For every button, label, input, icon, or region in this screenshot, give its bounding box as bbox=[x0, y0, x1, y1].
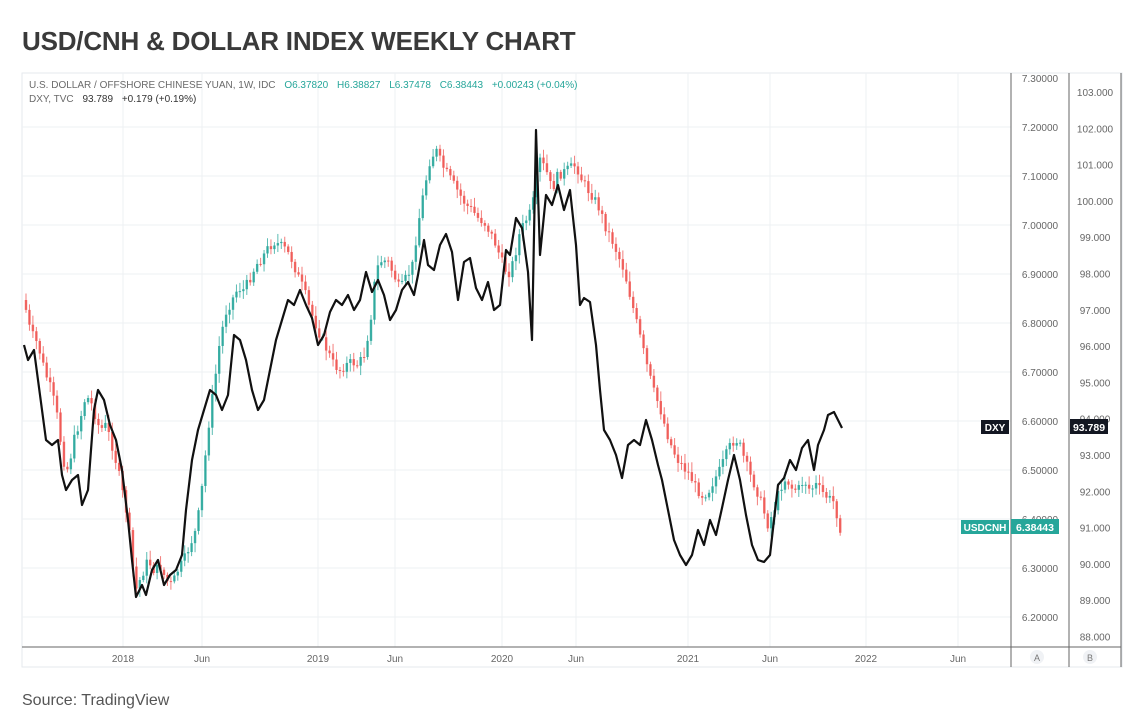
axis-a-tick: 6.60000 bbox=[1022, 417, 1059, 428]
legend-dxy-value: 93.789 bbox=[82, 94, 114, 105]
axis-b-tick: 93.000 bbox=[1080, 451, 1111, 462]
axis-b-tick: 92.000 bbox=[1080, 487, 1111, 498]
axis-a-tick: 7.30000 bbox=[1022, 74, 1059, 85]
axis-a-tick: 6.90000 bbox=[1022, 270, 1059, 281]
axis-b-tick: 99.000 bbox=[1080, 233, 1111, 244]
time-axis-tick: 2019 bbox=[307, 654, 330, 665]
time-axis-tick: 2018 bbox=[112, 654, 135, 665]
axis-a-tick: 7.00000 bbox=[1022, 221, 1059, 232]
axis-b-tick: 100.000 bbox=[1077, 197, 1114, 208]
time-axis-tick: Jun bbox=[568, 654, 584, 665]
price-axis-a[interactable]: 7.30000 7.20000 7.10000 7.00000 6.90000 6.800… bbox=[1022, 74, 1059, 624]
chart-legend: U.S. DOLLAR / OFFSHORE CHINESE YUAN, 1W,… bbox=[29, 79, 577, 107]
legend-usdcnh-high: H6.38827 bbox=[337, 80, 381, 91]
chart-frame bbox=[21, 72, 1123, 668]
legend-usdcnh-change: +0.00243 (+0.04%) bbox=[491, 80, 578, 91]
time-axis-tick: Jun bbox=[950, 654, 966, 665]
time-axis-tick: 2021 bbox=[677, 654, 700, 665]
axis-b-tick: 90.000 bbox=[1080, 560, 1111, 571]
dxy-line bbox=[22, 128, 843, 599]
axis-b-tick: 101.000 bbox=[1077, 161, 1114, 172]
axis-b-tick: 89.000 bbox=[1080, 596, 1111, 607]
dxy-price-text: 93.789 bbox=[1073, 422, 1105, 434]
time-axis-tick: Jun bbox=[762, 654, 778, 665]
legend-usdcnh-open: O6.37820 bbox=[284, 80, 329, 91]
legend-dxy: DXY, TVC 93.789 +0.179 (+0.19%) bbox=[29, 93, 577, 107]
scale-a-label: A bbox=[1034, 653, 1040, 663]
usdcnh-label-tag: USDCNH bbox=[961, 520, 1009, 534]
axis-a-tick: 7.20000 bbox=[1022, 123, 1059, 134]
axis-a-tick: 6.80000 bbox=[1022, 319, 1059, 330]
axis-a-tick: 6.20000 bbox=[1022, 613, 1059, 624]
legend-usdcnh: U.S. DOLLAR / OFFSHORE CHINESE YUAN, 1W,… bbox=[29, 79, 577, 93]
axis-b-tick: 91.000 bbox=[1080, 524, 1111, 535]
axis-b-tick: 103.000 bbox=[1077, 88, 1114, 99]
dxy-price-tag: 93.789 bbox=[1070, 419, 1108, 434]
scale-a-button[interactable]: A bbox=[1030, 650, 1044, 664]
usdcnh-price-text: 6.38443 bbox=[1016, 522, 1054, 534]
legend-usdcnh-name: U.S. DOLLAR / OFFSHORE CHINESE YUAN, 1W,… bbox=[29, 80, 276, 91]
axis-a-tick: 6.70000 bbox=[1022, 368, 1059, 379]
axis-a-tick: 7.10000 bbox=[1022, 172, 1059, 183]
axis-b-tick: 97.000 bbox=[1080, 306, 1111, 317]
time-axis-tick: 2022 bbox=[855, 654, 878, 665]
dxy-tag-text: DXY bbox=[985, 423, 1006, 434]
scale-b-button[interactable]: B bbox=[1083, 650, 1097, 664]
time-axis-tick: Jun bbox=[194, 654, 210, 665]
legend-usdcnh-close: C6.38443 bbox=[439, 80, 484, 91]
legend-dxy-name: DXY, TVC bbox=[29, 94, 74, 105]
scale-b-label: B bbox=[1087, 653, 1093, 663]
legend-dxy-change: +0.179 (+0.19%) bbox=[121, 94, 197, 105]
chart-title: USD/CNH & DOLLAR INDEX WEEKLY CHART bbox=[22, 26, 576, 56]
axis-b-tick: 95.000 bbox=[1080, 378, 1111, 389]
usdcnh-tag-text: USDCNH bbox=[964, 523, 1007, 534]
axis-b-tick: 96.000 bbox=[1080, 342, 1111, 353]
axis-b-tick: 88.000 bbox=[1080, 633, 1111, 644]
price-axis-b[interactable]: 103.000 102.000 101.000 100.000 99.000 98.000… bbox=[1077, 88, 1114, 644]
legend-usdcnh-low: L6.37478 bbox=[389, 80, 431, 91]
time-axis[interactable]: 2018 Jun 2019 Jun 2020 Jun 2021 Jun 2022 Jun bbox=[112, 654, 966, 665]
axis-b-tick: 98.000 bbox=[1080, 270, 1111, 281]
time-axis-tick: 2020 bbox=[491, 654, 514, 665]
dxy-label-tag: DXY bbox=[981, 420, 1009, 434]
source-caption: Source: TradingView bbox=[22, 692, 170, 709]
usdcnh-price-tag: 6.38443 bbox=[1011, 519, 1059, 534]
axis-b-tick: 102.000 bbox=[1077, 124, 1114, 135]
time-axis-tick: Jun bbox=[387, 654, 403, 665]
axis-a-tick: 6.30000 bbox=[1022, 564, 1059, 575]
axis-a-tick: 6.50000 bbox=[1022, 466, 1059, 477]
